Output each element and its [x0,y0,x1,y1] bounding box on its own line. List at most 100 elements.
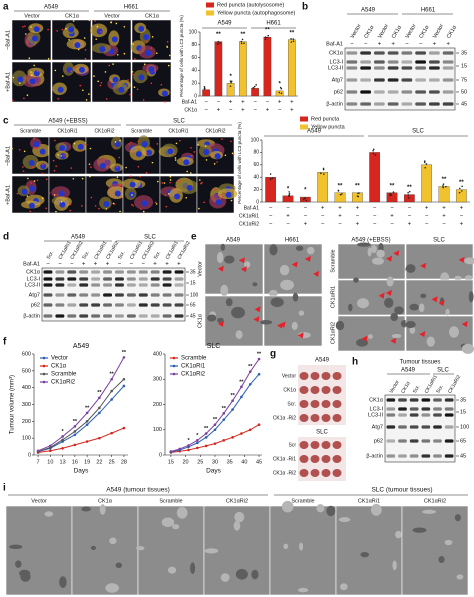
arrow [254,306,261,313]
puncta [26,94,29,97]
organelle [386,276,394,287]
bar [239,41,247,97]
dot [372,152,375,155]
nucleus [66,66,73,73]
group-label: SLC [437,368,449,374]
legend-marker [172,356,176,360]
puncta [88,163,91,165]
organelle [105,583,119,593]
band [421,425,431,429]
dot [288,191,290,193]
band [346,78,358,82]
nucleus [68,26,75,33]
puncta [31,166,34,168]
puncta [55,165,57,167]
puncta [72,177,75,180]
puncta [230,140,232,143]
puncta [26,195,29,197]
puncta [27,41,30,43]
y-tick-label: 200 [153,402,162,408]
condition-sign: + [442,206,446,212]
puncta [95,38,98,40]
puncta [36,70,39,73]
tumour [310,441,320,449]
band [386,413,396,417]
nucleus [174,193,181,200]
significance: ** [213,417,218,423]
nucleus [96,28,103,35]
puncta [54,139,56,142]
y-tick-label: 100 [251,137,260,143]
dot [264,38,267,41]
legend-label: Yellow puncta (autophagosome) [217,10,296,16]
row-label: CK1α -Ri1 [273,456,296,462]
organelle [135,546,145,551]
organelle [390,312,399,322]
puncta [11,147,13,150]
column-label: Vector [104,13,120,19]
significance: ** [239,379,244,385]
nucleus [40,163,47,170]
puncta [94,20,96,22]
band [162,277,172,281]
arrow [217,265,224,272]
condition-sign: + [356,222,360,228]
condition-sign: + [446,42,450,48]
row-label: p62 [374,438,383,444]
organelle [9,544,23,549]
arrow [313,270,320,277]
bar [299,196,311,203]
organelle [161,517,175,528]
lane-label: Vector [389,379,401,395]
data-point [73,433,77,437]
band [67,277,77,281]
blot [41,267,186,322]
band [360,90,371,94]
puncta [221,138,223,141]
puncta [88,19,91,22]
significance: ** [407,185,412,191]
band [442,51,454,55]
bar [263,36,272,97]
band [126,270,136,274]
puncta [19,82,21,84]
group-label: A549 [401,368,416,374]
band [415,60,426,64]
band [421,398,431,402]
row-label: LC3-I [330,59,344,65]
condition-sign: + [356,206,360,212]
puncta [230,199,233,202]
condition-sign: − [460,214,464,220]
nucleus [167,148,174,155]
nucleus [143,34,150,41]
arrow [297,332,304,339]
row-label: Baf-A1 [23,261,40,267]
organelle [270,297,284,308]
row-label: CK1α [369,397,384,403]
dot [442,185,444,187]
organelle [412,527,427,533]
puncta [24,33,27,35]
condition-sign: − [304,214,308,220]
arrow [420,262,427,269]
band [429,66,440,70]
puncta [131,194,133,196]
puncta [149,146,151,148]
band [387,51,399,55]
puncta [190,172,192,174]
puncta [93,75,95,77]
band [115,293,124,297]
band [387,78,399,82]
data-point [240,385,243,389]
puncta [56,194,59,196]
row-label: LC3-I [27,276,41,282]
band [360,78,371,82]
dot [280,92,283,95]
tumour [299,455,309,463]
band [91,303,101,307]
x-tick-label: 22 [96,459,102,465]
condition-sign: + [153,262,157,268]
puncta [30,26,32,28]
puncta [169,181,171,184]
organelle [99,504,106,515]
